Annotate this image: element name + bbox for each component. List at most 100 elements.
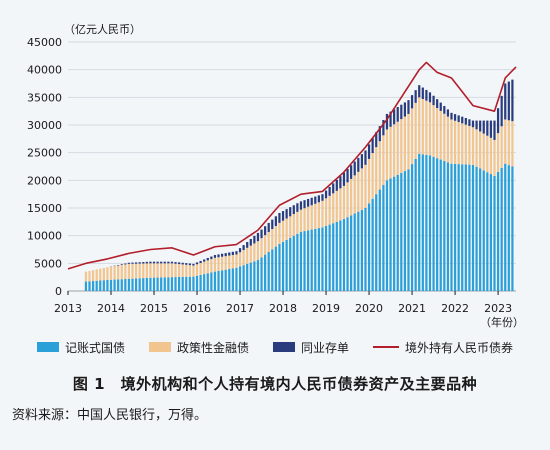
bar-gov [407, 169, 410, 291]
bar-ncd [425, 89, 428, 101]
bar-policy [504, 119, 507, 164]
bar-policy [271, 229, 274, 250]
legend-item-gov-bond: 记账式国债 [36, 339, 125, 356]
bar-ncd [436, 99, 439, 109]
bar-policy [350, 178, 353, 216]
bar-ncd [457, 115, 460, 123]
bar-ncd [443, 106, 446, 114]
bar-policy [410, 108, 414, 165]
bar-policy [310, 205, 313, 230]
bar-policy [145, 263, 148, 278]
bar-policy [493, 139, 496, 176]
bar-ncd [160, 261, 163, 264]
bar-ncd [421, 87, 424, 99]
bar-policy [84, 271, 88, 282]
bar-ncd [396, 107, 399, 122]
bar-gov [489, 174, 493, 291]
x-axis-unit-label: （年份） [480, 315, 524, 329]
bar-ncd [461, 116, 464, 124]
bar-gov [357, 211, 360, 291]
bar-policy [375, 147, 378, 195]
bar-gov [310, 229, 313, 291]
bar-gov [260, 257, 263, 291]
bar-gov [163, 277, 166, 291]
bar-policy [217, 257, 220, 271]
bar-ncd [410, 95, 414, 109]
bar-gov [160, 277, 163, 291]
bar-ncd [206, 257, 209, 261]
bar-gov [149, 277, 152, 291]
bar-ncd [324, 190, 328, 199]
bar-ncd [346, 168, 349, 183]
bar-policy [436, 108, 439, 159]
bar-ncd [124, 263, 127, 265]
bar-ncd [403, 102, 407, 117]
bar-policy [231, 255, 234, 269]
bar-policy [489, 137, 493, 175]
bar-ncd [382, 120, 385, 136]
bar-ncd [281, 211, 285, 221]
bar-policy [471, 127, 475, 165]
bar-gov [385, 180, 389, 291]
bar-policy [453, 120, 457, 164]
bar-policy [346, 182, 349, 218]
bar-policy [468, 125, 471, 165]
bar-gov [117, 279, 120, 291]
figure-caption: 图 1 境外机构和个人持有境内人民币债券资产及主要品种 [72, 375, 478, 393]
bar-gov [188, 276, 191, 291]
bar-ncd [303, 200, 306, 209]
bar-gov [195, 275, 199, 291]
legend-label-foreign-holdings: 境外持有人民币债券 [405, 340, 514, 355]
bar-ncd [278, 212, 281, 223]
bar-policy [156, 263, 159, 278]
bar-gov [504, 163, 507, 291]
bar-gov [113, 279, 116, 291]
bar-ncd [267, 222, 270, 233]
bar-policy [360, 168, 363, 210]
bar-policy [253, 243, 256, 262]
bar-ncd [432, 95, 435, 106]
bar-policy [238, 252, 242, 267]
bar-gov [249, 262, 252, 291]
bar-gov [378, 189, 381, 291]
bar-gov [335, 221, 338, 291]
bar-gov [152, 277, 156, 291]
bar-ncd [256, 232, 260, 242]
bar-policy [106, 267, 109, 280]
bar-policy [221, 256, 224, 271]
bar-policy [400, 119, 403, 173]
bar-policy [120, 264, 123, 280]
bar-policy [407, 113, 410, 170]
bar-gov [224, 269, 227, 291]
bar-policy [364, 164, 367, 208]
bar-gov [339, 220, 342, 291]
y-axis-unit-label: （亿元人民币） [64, 23, 141, 36]
bar-ncd [253, 235, 256, 244]
bar-ncd [142, 262, 145, 264]
y-tick-label: 35000 [27, 91, 62, 104]
bar-gov [264, 254, 267, 291]
bar-ncd [249, 238, 252, 246]
bar-policy [210, 259, 213, 273]
bar-gov [307, 230, 310, 291]
bar-ncd [228, 252, 231, 256]
bar-ncd [339, 176, 342, 189]
bar-ncd [504, 83, 507, 120]
bar-ncd [389, 111, 392, 127]
bar-ncd [479, 120, 482, 132]
bar-gov [199, 274, 202, 291]
legend-swatch-gov-bond [36, 342, 59, 352]
bar-gov [400, 172, 403, 291]
bar-ncd [181, 262, 184, 265]
bar-policy [500, 126, 503, 168]
bar-ncd [400, 104, 403, 120]
bar-policy [450, 119, 453, 164]
bar-gov [256, 260, 260, 291]
bar-gov [425, 154, 428, 291]
y-tick-label: 0 [55, 285, 62, 298]
bar-policy [496, 133, 500, 172]
bar-gov [446, 162, 450, 291]
bar-policy [88, 270, 91, 282]
bar-ncd [242, 245, 245, 251]
bar-policy [446, 116, 450, 163]
